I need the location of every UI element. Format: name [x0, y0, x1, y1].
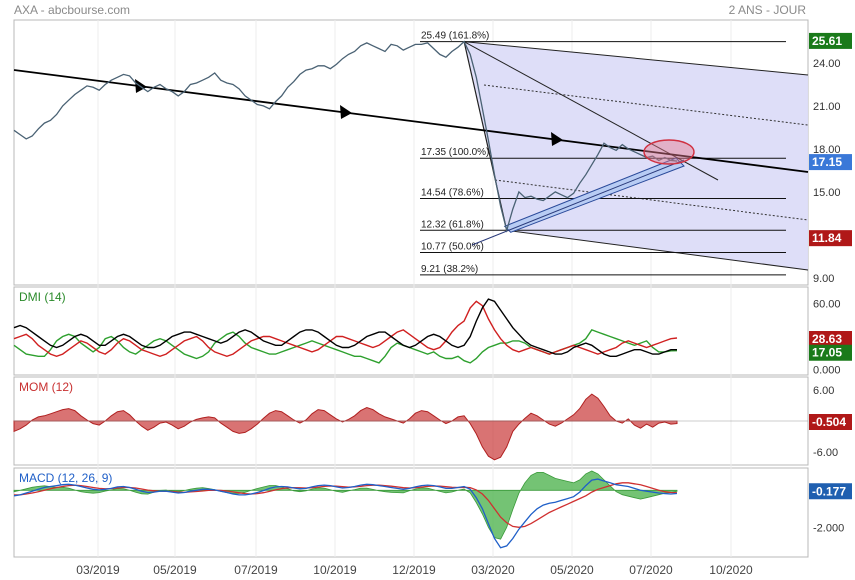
badge-high: 25.61	[812, 34, 842, 48]
fib-label: 17.35 (100.0%)	[421, 147, 489, 158]
macd-frame	[13, 467, 809, 558]
price-panel: 25.49 (161.8%) 17.35 (100.0%) 14.54 (78.6%…	[13, 31, 809, 276]
dmi-y-label: 0.000	[813, 365, 841, 377]
dmi-frame	[13, 286, 809, 376]
macd-histogram	[13, 470, 678, 540]
channel-top-line	[464, 41, 809, 76]
x-tick-label: 07/2020	[629, 563, 673, 577]
chart-title: AXA - abcbourse.com	[14, 3, 130, 17]
dmi-title: DMI (14)	[19, 290, 66, 304]
price-y-label: 24.00	[813, 58, 841, 70]
fan-line	[463, 41, 719, 181]
chart-period: 2 ANS - JOUR	[729, 3, 807, 17]
mom-y-label: -6.00	[813, 447, 838, 459]
x-tick-label: 10/2020	[709, 563, 753, 577]
price-y-label: 15.00	[813, 187, 841, 199]
macd-panel: MACD (12, 26, 9)	[13, 470, 678, 549]
x-tick-label: 05/2020	[550, 563, 594, 577]
channel-area	[464, 41, 808, 270]
badge-macd-bg	[809, 483, 852, 500]
x-tick-label: 03/2020	[471, 563, 515, 577]
mom-area	[13, 393, 678, 461]
mom-title: MOM (12)	[19, 380, 73, 394]
badge-macd: -0.177	[812, 484, 846, 498]
dmi-y-label: 60.00	[813, 299, 841, 311]
price-y-label: 9.00	[813, 273, 834, 285]
x-tick-label: 10/2019	[313, 563, 357, 577]
badge-dmi-minus-bg	[809, 331, 852, 348]
channel-bottom-line	[506, 229, 809, 271]
fib-label: 12.32 (61.8%)	[421, 219, 484, 230]
support-line	[471, 159, 685, 246]
fib-label: 10.77 (50.0%)	[421, 241, 484, 252]
y-axis-labels: 24.0021.0018.0015.0012.009.0060.0030.000…	[813, 58, 844, 534]
badge-mom: -0.504	[812, 415, 846, 429]
price-line	[13, 40, 678, 233]
dmi-minus-line	[13, 300, 678, 358]
signal-line	[14, 482, 678, 528]
badge-last: 17.15	[812, 155, 842, 169]
mom-panel: MOM (12)	[13, 380, 808, 461]
price-y-label: 21.00	[813, 101, 841, 113]
badge-last-bg	[809, 154, 852, 171]
x-tick-label: 03/2019	[76, 563, 120, 577]
highlight-ellipse	[643, 139, 695, 165]
badge-low: 11.84	[812, 231, 842, 245]
badge-low-bg	[809, 230, 852, 247]
channel-mid-lower	[494, 179, 809, 221]
price-y-label: 18.00	[813, 144, 841, 156]
x-axis-labels: 03/2019 05/2019 07/2019 10/2019 12/2019 03/20…	[76, 563, 753, 577]
trend-arrow	[340, 105, 352, 119]
x-tick-label: 05/2019	[153, 563, 197, 577]
dmi-panel: DMI (14)	[13, 290, 678, 364]
mom-y-label: 6.00	[813, 385, 834, 397]
x-tick-label: 12/2019	[392, 563, 436, 577]
fib-label: 9.21 (38.2%)	[421, 264, 478, 275]
badge-dmi-minus: 28.63	[812, 332, 842, 346]
channel-mid-upper	[483, 84, 809, 126]
macd-title: MACD (12, 26, 9)	[19, 471, 112, 485]
adx-line	[13, 298, 677, 357]
macd-y-label: -2.000	[813, 522, 844, 534]
fib-label: 25.49 (161.8%)	[421, 31, 489, 42]
x-tick-label: 07/2019	[234, 563, 278, 577]
macd-line	[13, 478, 678, 549]
badge-mom-bg	[809, 414, 852, 430]
fib-label: 14.54 (78.6%)	[421, 187, 484, 198]
trend-arrow	[551, 132, 563, 146]
badge-dmi-plus-bg	[809, 344, 852, 361]
badge-dmi-plus: 17.05	[812, 346, 842, 360]
badge-high-bg	[809, 32, 852, 49]
